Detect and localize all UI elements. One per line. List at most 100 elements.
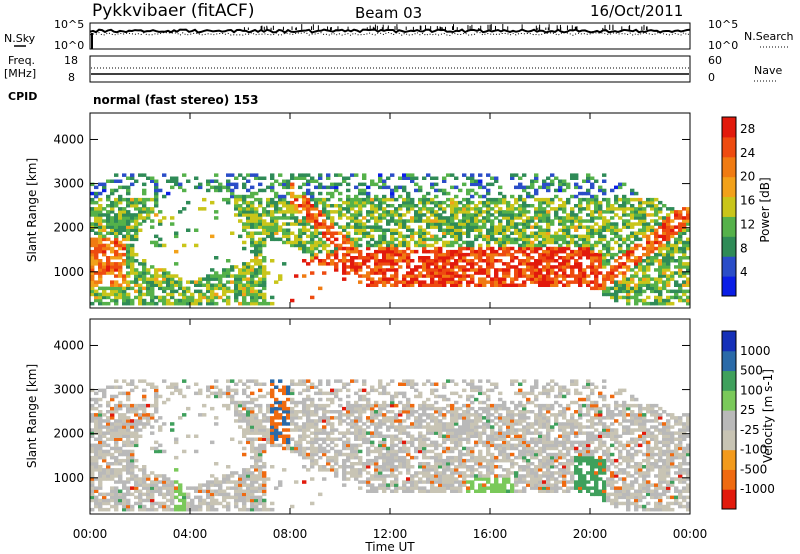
power-cell bbox=[622, 280, 627, 284]
power-cell bbox=[254, 259, 259, 263]
velocity-cell bbox=[330, 410, 335, 414]
power-cell bbox=[526, 216, 531, 220]
velocity-cell bbox=[390, 452, 395, 457]
power-cell bbox=[306, 240, 311, 245]
power-cell bbox=[106, 256, 111, 260]
power-cell bbox=[142, 197, 147, 202]
velocity-cell bbox=[342, 434, 347, 438]
velocity-cell bbox=[414, 416, 419, 420]
velocity-cell bbox=[102, 458, 107, 463]
power-cell bbox=[542, 252, 547, 257]
velocity-cell bbox=[406, 413, 411, 417]
power-cell bbox=[386, 240, 391, 245]
power-cell bbox=[618, 246, 623, 251]
power-cell bbox=[462, 216, 467, 220]
power-cell bbox=[638, 259, 643, 263]
power-cell bbox=[210, 200, 215, 205]
velocity-cell bbox=[102, 449, 107, 454]
power-cell bbox=[174, 283, 179, 287]
power-cell bbox=[166, 280, 171, 284]
power-cell bbox=[490, 256, 495, 260]
velocity-cell bbox=[258, 471, 263, 475]
velocity-cell bbox=[118, 437, 123, 441]
power-cell bbox=[518, 274, 523, 278]
power-cell bbox=[94, 225, 99, 229]
velocity-cell bbox=[122, 443, 127, 448]
power-cell bbox=[594, 256, 599, 260]
power-cell bbox=[406, 234, 411, 239]
power-cell bbox=[198, 301, 203, 306]
power-cell bbox=[574, 228, 579, 232]
power-cell bbox=[118, 256, 123, 260]
power-cell bbox=[254, 271, 259, 275]
power-cell bbox=[262, 292, 267, 297]
velocity-cell bbox=[278, 443, 283, 448]
velocity-cell bbox=[302, 431, 307, 435]
velocity-cell bbox=[410, 382, 415, 386]
velocity-cell bbox=[222, 489, 227, 493]
power-cell bbox=[390, 246, 395, 251]
power-cell bbox=[342, 259, 347, 263]
velocity-cell bbox=[306, 428, 311, 432]
power-cell bbox=[186, 286, 191, 291]
power-cell bbox=[106, 213, 111, 217]
velocity-cell bbox=[330, 388, 335, 393]
power-cell bbox=[478, 265, 483, 269]
power-cell bbox=[642, 246, 647, 251]
power-cell bbox=[126, 197, 131, 202]
power-cell bbox=[102, 228, 107, 232]
power-cell bbox=[98, 292, 103, 297]
power-cell bbox=[402, 280, 407, 284]
power-cell bbox=[118, 222, 123, 226]
velocity-cell bbox=[142, 504, 147, 509]
power-cell bbox=[386, 213, 391, 217]
power-cell bbox=[682, 262, 687, 266]
power-cell bbox=[370, 182, 375, 187]
power-cell bbox=[210, 234, 215, 239]
power-cell bbox=[462, 197, 467, 202]
power-cell bbox=[198, 185, 203, 190]
power-cell bbox=[446, 280, 451, 284]
power-cell bbox=[366, 274, 371, 278]
power-cell bbox=[582, 191, 587, 196]
power-cell bbox=[110, 283, 115, 287]
power-cell bbox=[618, 243, 623, 248]
power-cell bbox=[550, 277, 555, 281]
velocity-cell bbox=[346, 458, 351, 463]
velocity-cell bbox=[110, 422, 115, 426]
velocity-cell bbox=[346, 455, 351, 460]
velocity-cell bbox=[394, 489, 399, 493]
velocity-cell bbox=[114, 495, 119, 500]
velocity-cell bbox=[166, 477, 171, 481]
power-cell bbox=[238, 268, 243, 272]
power-cell bbox=[522, 173, 527, 177]
power-cell bbox=[294, 194, 299, 199]
velocity-cell bbox=[126, 489, 131, 493]
power-cell bbox=[310, 295, 315, 300]
velocity-cell bbox=[354, 391, 359, 396]
velocity-cell bbox=[258, 458, 263, 463]
velocity-cell bbox=[322, 477, 327, 481]
velocity-cell bbox=[358, 486, 363, 490]
velocity-cell bbox=[262, 504, 267, 509]
velocity-cell bbox=[318, 388, 323, 393]
power-cell bbox=[402, 197, 407, 202]
power-cell bbox=[114, 295, 119, 300]
velocity-cell bbox=[406, 480, 411, 484]
velocity-cell bbox=[254, 425, 259, 429]
power-cell bbox=[418, 283, 423, 287]
power-cell bbox=[386, 185, 391, 190]
velocity-cell bbox=[126, 477, 131, 481]
power-cell bbox=[238, 213, 243, 217]
velocity-cell bbox=[226, 391, 231, 396]
power-cell bbox=[230, 188, 235, 193]
velocity-cell bbox=[398, 465, 403, 469]
power-cell bbox=[410, 274, 415, 278]
velocity-cell bbox=[286, 437, 291, 441]
velocity-cell bbox=[178, 486, 183, 490]
velocity-cell bbox=[390, 462, 395, 466]
velocity-cell bbox=[250, 465, 255, 469]
velocity-cell bbox=[402, 419, 407, 423]
power-cell bbox=[206, 295, 211, 300]
power-cell bbox=[662, 301, 667, 306]
